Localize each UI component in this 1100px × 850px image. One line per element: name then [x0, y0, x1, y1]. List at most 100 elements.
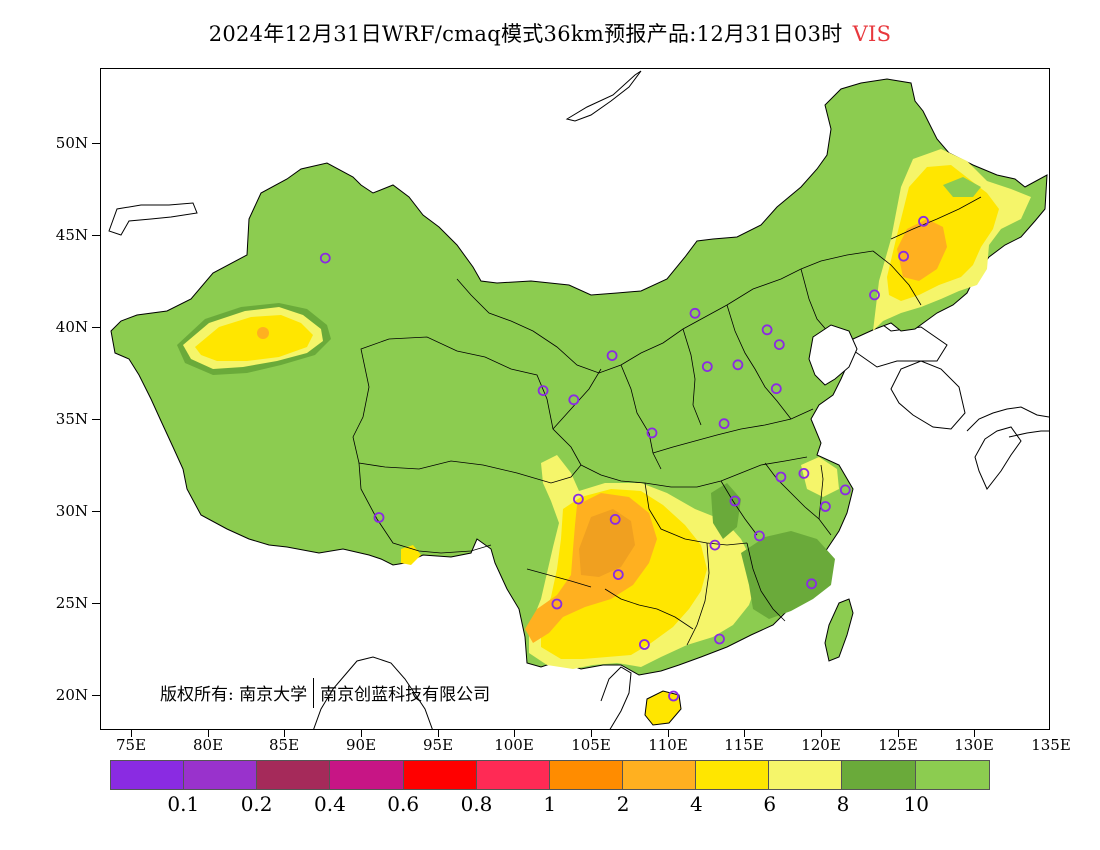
- x-label-130e: 130E: [954, 736, 994, 754]
- legend-label: 6: [763, 792, 777, 816]
- x-tick: [668, 730, 669, 737]
- station-marker: [918, 215, 929, 227]
- legend-swatch: [330, 761, 404, 789]
- x-tick: [591, 730, 592, 737]
- x-label-110e: 110E: [648, 736, 688, 754]
- legend-swatch: [915, 761, 989, 789]
- legend-label: 0.2: [240, 792, 273, 816]
- station-marker: [668, 690, 679, 702]
- station-marker: [689, 307, 701, 319]
- legend-label: 0.4: [313, 792, 346, 816]
- y-label-20n: 20N: [55, 686, 88, 704]
- x-tick: [514, 730, 515, 737]
- x-label-85e: 85E: [268, 736, 300, 754]
- station-marker: [820, 501, 831, 512]
- station-marker: [373, 512, 385, 523]
- y-tick: [92, 511, 100, 512]
- south-china-dark-orange: [579, 509, 635, 577]
- tarim-orange-spot: [257, 327, 269, 339]
- station-marker: [612, 569, 624, 581]
- y-label-25n: 25N: [55, 594, 88, 612]
- station-marker: [639, 639, 650, 650]
- copyright-separator: [313, 678, 315, 708]
- tarim-low-vis-core: [195, 315, 313, 361]
- legend-swatch: [549, 761, 623, 789]
- station-marker: [551, 598, 563, 610]
- station-marker: [761, 324, 773, 336]
- y-tick: [92, 327, 100, 328]
- x-tick: [208, 730, 209, 737]
- legend-swatch: [769, 761, 843, 789]
- northeast-green-patch: [943, 177, 981, 197]
- visibility-map: [108, 70, 1049, 729]
- legend-label: 0.6: [387, 792, 420, 816]
- x-tick: [284, 730, 285, 737]
- y-label-50n: 50N: [55, 134, 88, 152]
- legend-swatch: [476, 761, 550, 789]
- x-label-120e: 120E: [801, 736, 841, 754]
- station-marker: [646, 427, 658, 439]
- hainan-island: [644, 690, 682, 726]
- station-marker: [798, 467, 810, 479]
- y-label-30n: 30N: [55, 502, 88, 520]
- neighbor-border-lines: [108, 70, 1049, 729]
- copyright-prefix: 版权所有:: [160, 685, 234, 705]
- legend-swatch: [842, 761, 916, 789]
- y-tick: [92, 419, 100, 420]
- legend-label: 8: [836, 792, 850, 816]
- legend-swatch: [696, 761, 770, 789]
- station-marker: [770, 383, 782, 395]
- copyright-org2: 南京创蓝科技有限公司: [320, 685, 491, 705]
- legend-swatch: [184, 761, 258, 789]
- yangtze-delta-yellow: [801, 457, 839, 497]
- station-marker: [718, 418, 730, 430]
- station-marker: [319, 252, 331, 264]
- bohai-sea: [808, 324, 858, 386]
- x-tick: [898, 730, 899, 737]
- station-marker: [839, 484, 851, 496]
- station-marker: [572, 493, 584, 505]
- y-label-35n: 35N: [55, 410, 88, 428]
- copyright-notice: 版权所有: 南京大学 南京创蓝科技有限公司: [160, 678, 490, 708]
- x-tick: [131, 730, 132, 737]
- legend-swatch: [403, 761, 477, 789]
- station-marker: [869, 289, 880, 301]
- x-label-105e: 105E: [571, 736, 611, 754]
- station-marker: [806, 578, 817, 590]
- station-marker: [609, 513, 621, 525]
- x-label-135e: 135E: [1031, 736, 1071, 754]
- northeast-orange: [897, 219, 947, 281]
- station-marker: [701, 361, 713, 373]
- x-label-100e: 100E: [494, 736, 534, 754]
- station-marker: [732, 359, 744, 371]
- legend-label: 2: [616, 792, 630, 816]
- x-label-75e: 75E: [115, 736, 147, 754]
- southeast-forest-green: [741, 531, 835, 619]
- legend-label: 10: [903, 792, 930, 816]
- china-landmass: [110, 78, 1048, 676]
- color-legend: [110, 760, 990, 790]
- title-variable: VIS: [852, 22, 892, 46]
- x-tick: [974, 730, 975, 737]
- legend-label: 4: [690, 792, 703, 816]
- y-label-40n: 40N: [55, 318, 88, 336]
- x-label-115e: 115E: [724, 736, 764, 754]
- x-tick: [821, 730, 822, 737]
- station-marker: [714, 633, 725, 645]
- taiwan-island: [824, 598, 854, 662]
- map-frame: [100, 68, 1050, 730]
- legend-swatch: [622, 761, 697, 789]
- y-tick: [92, 143, 100, 144]
- title-main: 2024年12月31日WRF/cmaq模式36km预报产品:12月31日03时: [208, 22, 843, 46]
- station-marker: [775, 471, 787, 483]
- x-label-95e: 95E: [422, 736, 454, 754]
- legend-label: 0.1: [167, 792, 200, 816]
- legend-swatch: [111, 761, 185, 789]
- copyright-org1: 南京大学: [239, 685, 308, 705]
- x-label-80e: 80E: [192, 736, 224, 754]
- station-marker: [606, 350, 618, 362]
- y-label-45n: 45N: [55, 226, 88, 244]
- x-label-90e: 90E: [345, 736, 377, 754]
- station-marker: [773, 339, 785, 351]
- station-marker: [898, 250, 909, 262]
